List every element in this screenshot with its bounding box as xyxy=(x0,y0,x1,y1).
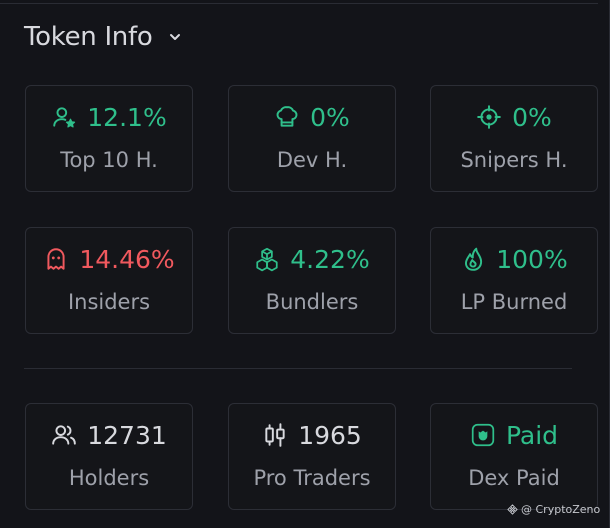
stat-value: 1965 xyxy=(298,420,362,450)
stat-card-insiders[interactable]: 14.46% Insiders xyxy=(25,227,193,334)
top-border xyxy=(0,0,598,4)
watermark-text: @ CryptoZeno xyxy=(521,503,601,516)
stat-label: Holders xyxy=(68,466,150,490)
stat-label: Top 10 H. xyxy=(60,148,158,172)
stat-card-top10[interactable]: 12.1% Top 10 H. xyxy=(25,85,193,192)
stat-label: Pro Traders xyxy=(253,466,371,490)
stat-value: 0% xyxy=(310,102,350,132)
dex-badge-icon xyxy=(471,423,495,447)
stat-label: Dex Paid xyxy=(468,466,560,490)
chef-hat-icon xyxy=(276,106,298,127)
stat-value: 0% xyxy=(512,102,552,132)
watermark: @ CryptoZeno xyxy=(507,503,600,516)
chevron-down-icon xyxy=(170,34,181,40)
token-info-toggle[interactable]: Token Info xyxy=(24,22,182,52)
stat-card-dex-paid[interactable]: Paid Dex Paid xyxy=(430,403,598,510)
candlestick-icon xyxy=(265,423,285,447)
stat-card-lp-burned[interactable]: 100% LP Burned xyxy=(430,227,598,334)
user-star-icon xyxy=(53,107,76,128)
stat-label: Snipers H. xyxy=(460,148,568,172)
stat-value: Paid xyxy=(505,420,559,450)
stat-card-bundlers[interactable]: 4.22% Bundlers xyxy=(228,227,396,334)
stat-value: 14.46% xyxy=(79,244,175,274)
stat-value: 12.1% xyxy=(87,102,167,132)
stat-card-pro-traders[interactable]: 1965 Pro Traders xyxy=(228,403,396,510)
stat-label: LP Burned xyxy=(460,290,568,314)
crosshair-icon xyxy=(477,105,501,129)
stat-card-dev[interactable]: 0% Dev H. xyxy=(228,85,396,192)
stat-label: Insiders xyxy=(67,290,151,314)
users-icon xyxy=(52,425,77,445)
stat-label: Dev H. xyxy=(276,148,348,172)
binance-logo-icon xyxy=(507,504,518,515)
section-title: Token Info xyxy=(24,22,153,52)
stat-card-holders[interactable]: 12731 Holders xyxy=(25,403,193,510)
ghost-icon xyxy=(47,248,65,270)
section-divider xyxy=(24,368,572,369)
stat-value: 100% xyxy=(496,244,568,274)
stat-card-snipers[interactable]: 0% Snipers H. xyxy=(430,85,598,192)
flame-icon xyxy=(465,247,483,271)
stat-value: 12731 xyxy=(87,420,167,450)
boxes-icon xyxy=(256,247,278,272)
stat-label: Bundlers xyxy=(265,290,359,314)
stat-value: 4.22% xyxy=(290,244,370,274)
